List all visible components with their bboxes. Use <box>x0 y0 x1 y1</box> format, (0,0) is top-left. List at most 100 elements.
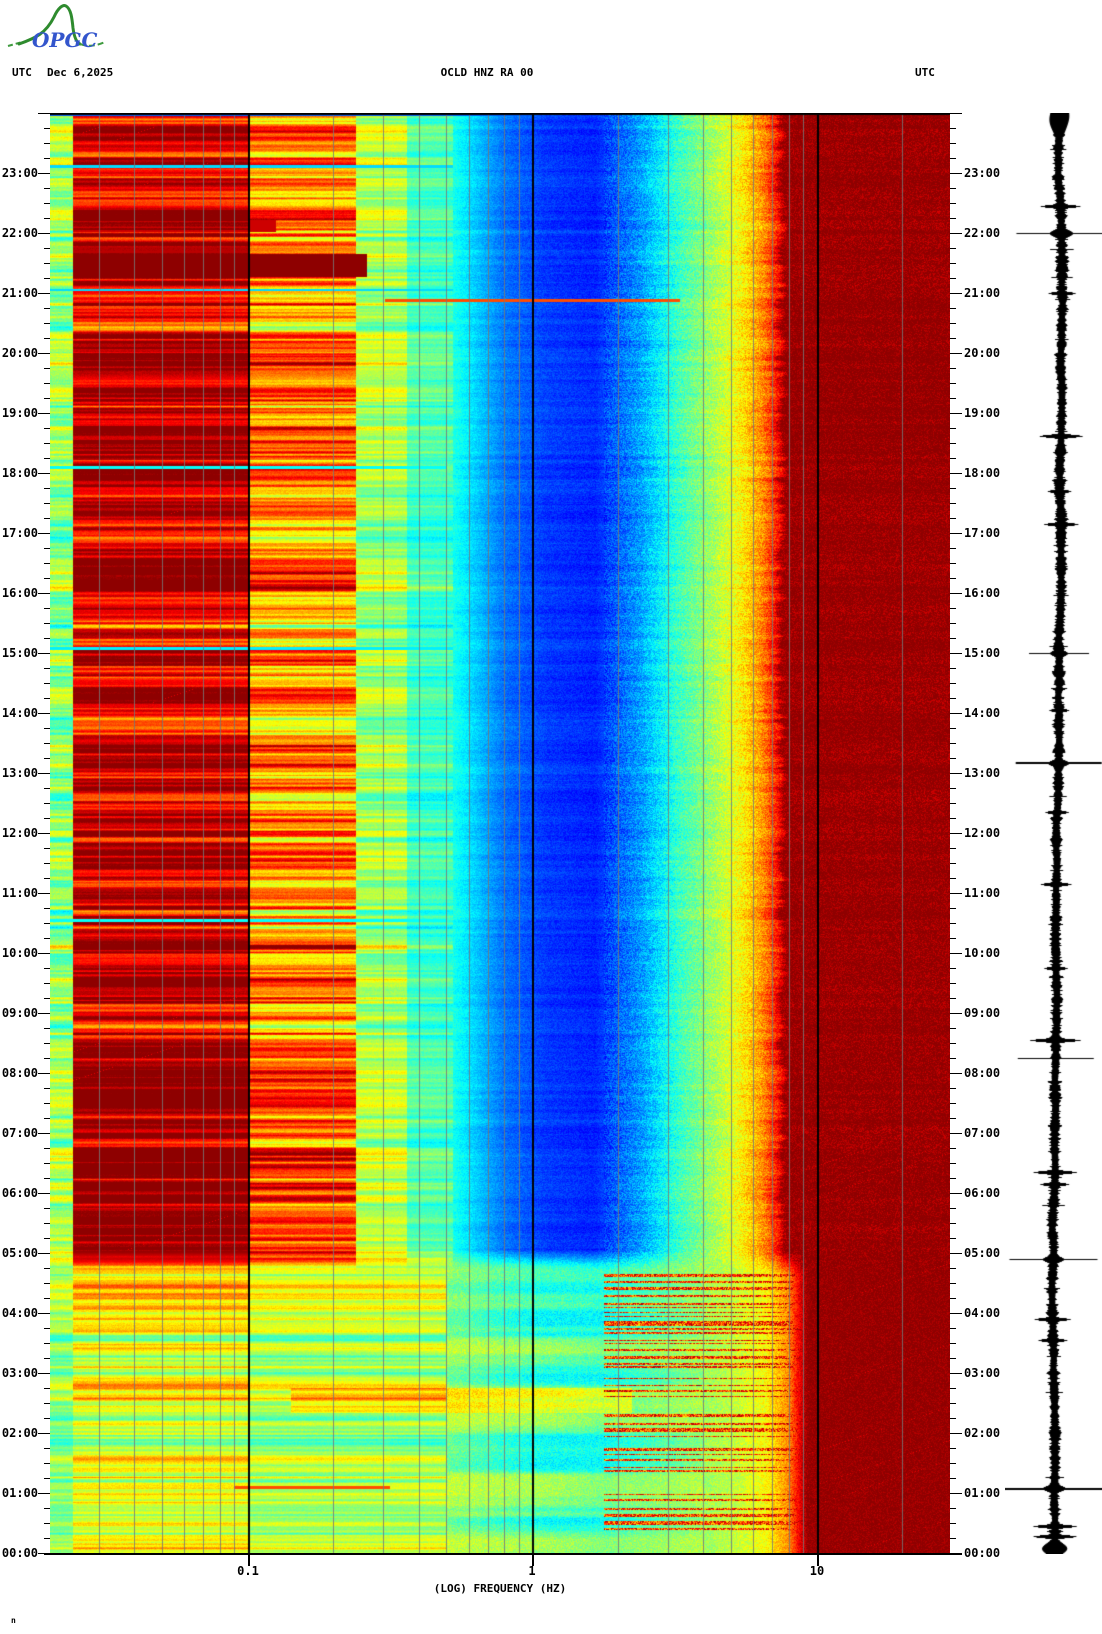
y-tick-right <box>950 1103 956 1104</box>
y-tick-left <box>44 383 50 384</box>
y-tick-left <box>38 413 50 414</box>
y-tick-right <box>950 1058 956 1059</box>
y-tick-right <box>950 803 956 804</box>
hour-label-left: 05:00 <box>1 1246 38 1260</box>
y-tick-left <box>44 683 50 684</box>
y-tick-right <box>950 638 956 639</box>
hour-label-left: 17:00 <box>1 526 38 540</box>
y-tick-right <box>950 398 956 399</box>
y-tick-right <box>950 863 956 864</box>
y-tick-left <box>44 638 50 639</box>
y-tick-right <box>950 1178 956 1179</box>
hour-label-left: 21:00 <box>1 286 38 300</box>
hour-label-right: 01:00 <box>964 1486 1001 1500</box>
y-tick-right <box>950 1493 962 1494</box>
y-tick-left <box>38 1433 50 1434</box>
hour-label-right: 21:00 <box>964 286 1001 300</box>
y-tick-left <box>44 983 50 984</box>
hour-label-left: 13:00 <box>1 766 38 780</box>
hour-label-right: 14:00 <box>964 706 1001 720</box>
hour-label-right: 23:00 <box>964 166 1001 180</box>
y-tick-left <box>44 1388 50 1389</box>
y-tick-right <box>950 1133 962 1134</box>
y-tick-right <box>950 1283 956 1284</box>
y-tick-left <box>38 1313 50 1314</box>
y-tick-left <box>44 218 50 219</box>
hour-label-left: 15:00 <box>1 646 38 660</box>
y-tick-right <box>950 698 956 699</box>
y-tick-left <box>44 968 50 969</box>
y-tick-right <box>950 1508 956 1509</box>
y-tick-right <box>950 1358 956 1359</box>
y-tick-right <box>950 248 956 249</box>
page-title: OCLD HNZ RA 00 <box>440 66 534 79</box>
y-tick-right <box>950 683 956 684</box>
y-tick-left <box>44 458 50 459</box>
y-tick-left <box>44 1163 50 1164</box>
header-utc-left: UTC <box>12 66 32 79</box>
seismogram-trace-canvas <box>1005 113 1102 1554</box>
y-tick-right <box>950 263 956 264</box>
y-tick-right <box>950 1163 956 1164</box>
y-tick-left <box>44 1343 50 1344</box>
opgc-logo: OPGC <box>7 4 106 52</box>
y-tick-right <box>950 353 962 354</box>
y-tick-right <box>950 1238 956 1239</box>
y-tick-right <box>950 653 962 654</box>
y-tick-left <box>44 803 50 804</box>
y-tick-right <box>950 143 956 144</box>
hour-label-left: 16:00 <box>1 586 38 600</box>
hour-label-right: 08:00 <box>964 1066 1001 1080</box>
hour-label-right: 09:00 <box>964 1006 1001 1020</box>
y-tick-right <box>950 473 962 474</box>
y-tick-left <box>44 128 50 129</box>
hour-label-right: 06:00 <box>964 1186 1001 1200</box>
y-tick-left <box>38 953 50 954</box>
y-tick-left <box>44 1358 50 1359</box>
hour-label-right: 22:00 <box>964 226 1001 240</box>
y-tick-right <box>950 1433 962 1434</box>
y-tick-left <box>38 1193 50 1194</box>
y-tick-right <box>950 1223 956 1224</box>
y-tick-left <box>44 1043 50 1044</box>
y-tick-left <box>38 233 50 234</box>
y-tick-right <box>950 1088 956 1089</box>
y-tick-right <box>950 608 956 609</box>
hour-label-left: 20:00 <box>1 346 38 360</box>
y-tick-left <box>38 1373 50 1374</box>
y-tick-left <box>44 488 50 489</box>
y-tick-right <box>950 128 956 129</box>
y-tick-left <box>38 293 50 294</box>
y-tick-left <box>44 158 50 159</box>
hour-label-left: 04:00 <box>1 1306 38 1320</box>
y-tick-right <box>950 728 956 729</box>
hour-label-right: 03:00 <box>964 1366 1001 1380</box>
y-tick-right <box>950 323 956 324</box>
y-tick-left <box>38 1253 50 1254</box>
y-tick-right <box>950 878 956 879</box>
hour-label-right: 04:00 <box>964 1306 1001 1320</box>
y-tick-left <box>38 593 50 594</box>
y-tick-left <box>38 713 50 714</box>
y-tick-right <box>950 578 956 579</box>
y-tick-right <box>950 893 962 894</box>
y-tick-right <box>950 1148 956 1149</box>
y-tick-right <box>950 668 956 669</box>
hour-label-right: 10:00 <box>964 946 1001 960</box>
y-tick-left <box>44 1118 50 1119</box>
y-tick-right <box>950 278 956 279</box>
y-tick-left <box>44 1283 50 1284</box>
y-tick-left <box>44 863 50 864</box>
y-tick-right <box>950 743 956 744</box>
y-tick-right <box>950 308 956 309</box>
y-tick-left <box>44 1028 50 1029</box>
header-utc-right: UTC <box>915 66 935 79</box>
hour-label-right: 19:00 <box>964 406 1001 420</box>
hour-label-left: 19:00 <box>1 406 38 420</box>
y-tick-right <box>950 1253 962 1254</box>
x-axis-label: (LOG) FREQUENCY (HZ) <box>433 1582 567 1595</box>
y-tick-right <box>950 833 962 834</box>
hour-label-left: 18:00 <box>1 466 38 480</box>
y-tick-right <box>950 233 962 234</box>
